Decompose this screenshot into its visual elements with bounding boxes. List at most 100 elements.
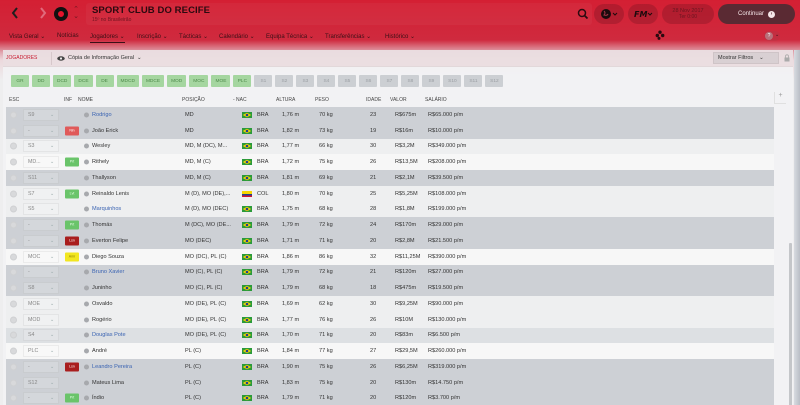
chip-dce[interactable]: DCE: [74, 75, 93, 87]
table-row[interactable]: PLC ⌄ André PL (C) BRA 1,84 m 77 kg 27 R…: [6, 343, 774, 359]
continue-button[interactable]: Continuar ›: [718, 4, 795, 24]
view-selector[interactable]: Cópia de Informação Geral ⌄: [57, 55, 142, 61]
select-checkbox[interactable]: [10, 253, 17, 261]
chevron-down-icon[interactable]: ⌄: [50, 111, 55, 118]
chip-mod[interactable]: MOD: [167, 75, 187, 87]
squad-role-select[interactable]: S11: [23, 171, 59, 184]
chevron-down-icon[interactable]: ⌄: [50, 190, 55, 197]
show-filters-button[interactable]: Mostrar Filtros ⌄: [713, 52, 779, 64]
table-row[interactable]: S4 ⌄ Douglas Pote MO (DE), PL (C) BRA 1,…: [6, 327, 774, 344]
squad-role-select[interactable]: S5: [23, 203, 59, 216]
table-row[interactable]: S9 ⌄ Rodrigo MD BRA 1,76 m 70 kg 23 R$67…: [6, 107, 774, 123]
table-row[interactable]: S11 ⌄ Thallyson MD, M (C) BRA 1,81 m 69 …: [6, 170, 774, 186]
chip-s1[interactable]: S1: [254, 75, 273, 87]
player-name[interactable]: Douglas Pote: [92, 332, 126, 339]
col-nome[interactable]: NOME: [78, 97, 93, 103]
date-display[interactable]: 28 Nov 2017 Ter 0:00: [662, 4, 714, 24]
chip-s3[interactable]: S3: [296, 75, 315, 87]
player-name[interactable]: Bruno Xavier: [92, 269, 125, 276]
select-checkbox[interactable]: [10, 190, 17, 198]
table-row[interactable]: MOC ⌄ Amr Diego Souza MO (DC), PL (C) BR…: [6, 248, 774, 265]
select-checkbox[interactable]: [10, 284, 17, 292]
table-row[interactable]: S3 ⌄ Wesley MD, M (DC), M... BRA 1,77 m …: [6, 138, 774, 155]
nav-jogadores[interactable]: Jogadores ⌄: [90, 33, 125, 43]
squad-role-select[interactable]: -: [23, 234, 59, 247]
select-checkbox[interactable]: [10, 316, 17, 324]
chip-s9[interactable]: S9: [422, 75, 441, 87]
chevron-down-icon[interactable]: ⌄: [50, 300, 55, 307]
squad-role-select[interactable]: -: [23, 392, 59, 405]
player-name[interactable]: Índio: [92, 395, 105, 402]
col-salario[interactable]: SALÁRIO: [425, 97, 447, 103]
info-icon[interactable]: [84, 175, 89, 181]
table-row[interactable]: MOD ⌄ Rogério MO (DE), PL (C) BRA 1,77 m…: [6, 311, 774, 328]
info-icon[interactable]: [84, 238, 89, 244]
chevron-down-icon[interactable]: ⌄: [50, 222, 55, 229]
chip-mdce[interactable]: MDCE: [141, 75, 165, 87]
chip-s2[interactable]: S2: [275, 75, 294, 87]
table-row[interactable]: MOE ⌄ Osvaldo MO (DE), PL (C) BRA 1,69 m…: [6, 296, 774, 312]
info-icon[interactable]: [84, 380, 89, 386]
player-name[interactable]: Rithely: [92, 159, 110, 166]
player-name[interactable]: Reinaldo Lenis: [92, 190, 130, 197]
player-name[interactable]: André: [92, 348, 107, 355]
people-icon[interactable]: [655, 30, 665, 40]
help-button[interactable]: ? ⌄: [764, 31, 780, 41]
chip-s5[interactable]: S5: [338, 75, 357, 87]
chip-s6[interactable]: S6: [359, 75, 378, 87]
chip-s4[interactable]: S4: [317, 75, 336, 87]
info-icon[interactable]: [84, 128, 89, 134]
nav-vista-geral[interactable]: Vista Geral ⌄: [9, 34, 46, 40]
squad-role-select[interactable]: PLC: [23, 345, 59, 358]
back-button[interactable]: [10, 6, 22, 23]
select-checkbox[interactable]: [10, 300, 17, 308]
squad-role-select[interactable]: -: [23, 360, 59, 373]
squad-role-select[interactable]: -: [23, 219, 59, 232]
player-name[interactable]: Wesley: [92, 143, 111, 150]
chip-dcd[interactable]: DCD: [53, 75, 72, 87]
select-checkbox[interactable]: [10, 237, 17, 245]
select-checkbox[interactable]: [10, 268, 17, 276]
select-checkbox[interactable]: [10, 205, 17, 213]
table-row[interactable]: - ⌄ Lsn Leandro Pereira PL (C) BRA 1,90 …: [6, 359, 774, 375]
info-icon[interactable]: [84, 112, 89, 118]
info-icon[interactable]: [84, 285, 89, 291]
squad-role-select[interactable]: S7: [23, 187, 59, 200]
nav-equipa-tecnica[interactable]: Equipa Técnica ⌄: [266, 34, 314, 40]
col-posicao[interactable]: POSIÇÃO: [182, 97, 205, 103]
select-checkbox[interactable]: [10, 347, 17, 355]
up-down-icon[interactable]: ⌃ ⌄: [73, 6, 79, 20]
chevron-down-icon[interactable]: ⌄: [50, 285, 55, 292]
select-checkbox[interactable]: [10, 142, 17, 150]
table-row[interactable]: - ⌄ Prt Thomás M (DC), MO (DE... BRA 1,7…: [6, 217, 774, 233]
chevron-down-icon[interactable]: ⌄: [50, 206, 55, 213]
player-name[interactable]: Juninho: [92, 285, 112, 292]
nav-noticias[interactable]: Notícias: [57, 33, 79, 39]
info-icon[interactable]: [84, 301, 89, 307]
globe-button[interactable]: [594, 4, 624, 24]
chip-moe[interactable]: MOE: [211, 75, 231, 87]
select-checkbox[interactable]: [10, 379, 17, 387]
chip-s12[interactable]: S12: [485, 75, 504, 87]
chip-de[interactable]: DE: [95, 75, 114, 87]
player-name[interactable]: Osvaldo: [92, 300, 113, 307]
col-inf[interactable]: INF: [64, 97, 73, 103]
nav-historico[interactable]: Histórico ⌄: [385, 34, 416, 40]
player-name[interactable]: Thallyson: [92, 174, 116, 181]
player-name[interactable]: Diego Souza: [92, 253, 125, 260]
chevron-down-icon[interactable]: ⌄: [50, 348, 55, 355]
select-checkbox[interactable]: [10, 111, 17, 119]
squad-role-select[interactable]: -: [23, 124, 59, 137]
squad-role-select[interactable]: MOC: [23, 250, 59, 263]
info-icon[interactable]: [84, 254, 89, 260]
chip-plc[interactable]: PLC: [233, 75, 252, 87]
chevron-down-icon[interactable]: ⌄: [50, 395, 55, 402]
info-icon[interactable]: [84, 348, 89, 354]
select-checkbox[interactable]: [10, 394, 17, 402]
info-icon[interactable]: [84, 332, 89, 338]
chevron-down-icon[interactable]: ⌄: [50, 174, 55, 181]
table-row[interactable]: - ⌄ Lsn Everton Felipe MO (DEC) BRA 1,71…: [6, 233, 774, 249]
player-name[interactable]: Everton Felipe: [92, 237, 129, 244]
select-checkbox[interactable]: [10, 158, 17, 166]
chip-moc[interactable]: MOC: [189, 75, 209, 87]
